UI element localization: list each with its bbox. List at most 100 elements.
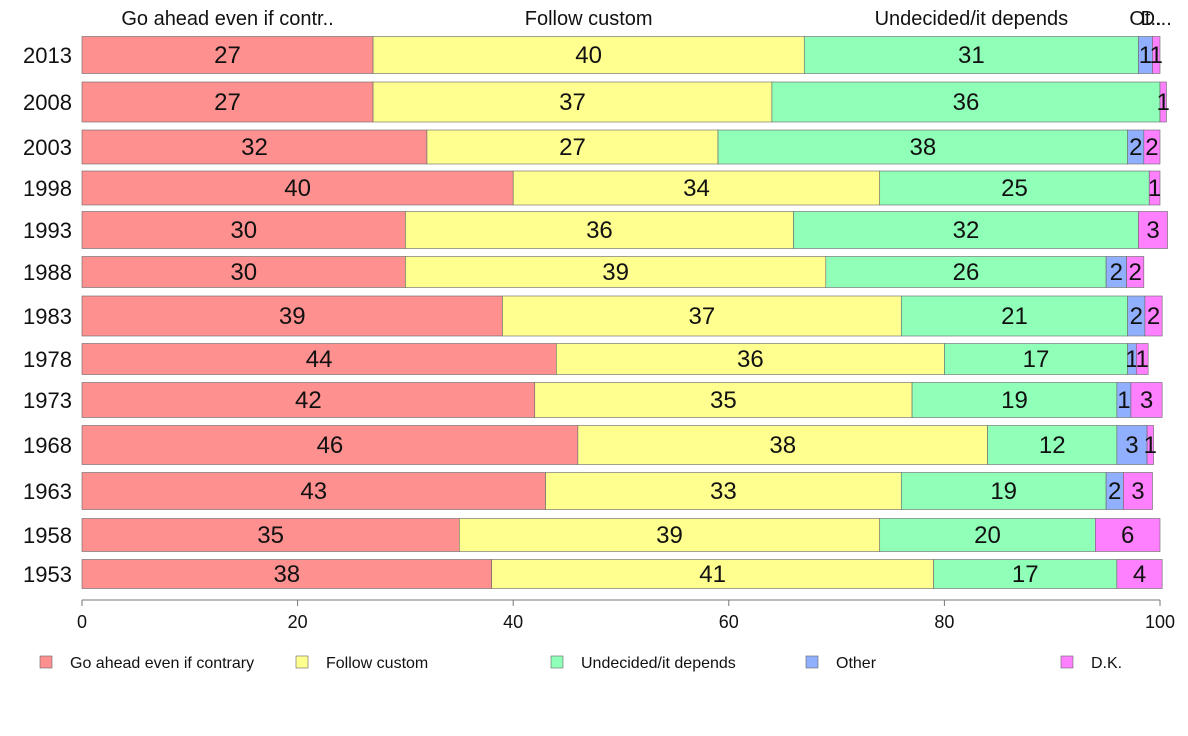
bar-segment-1978-s4 (1135, 343, 1149, 375)
bar-segment-1963-s2 (900, 472, 1107, 510)
data-label-1983-s4: 2 (1147, 303, 1160, 330)
bar-segment-1963-s0 (81, 472, 546, 510)
bar-segment-1988-s4 (1126, 256, 1145, 288)
data-label-1978-s4: 1 (1136, 346, 1149, 373)
top-label-s3: Ot.. (1129, 8, 1161, 30)
legend-label-s4: D.K. (1091, 655, 1122, 672)
bar-segment-1958-s1 (458, 518, 881, 552)
bar-segment-1973-s0 (81, 382, 536, 418)
bar-segment-2008-s2 (771, 81, 1161, 123)
bar-segment-1983-s0 (81, 295, 503, 337)
bar-segment-1958-s0 (81, 518, 460, 552)
data-label-1968-s1: 38 (769, 432, 796, 459)
data-label-2013-s3: 1 (1139, 42, 1152, 69)
data-label-1978-s1: 36 (737, 346, 764, 373)
bar-segment-1983-s2 (900, 295, 1128, 337)
data-label-1998-s2: 25 (1001, 175, 1028, 202)
data-label-1998-s0: 40 (284, 175, 311, 202)
x-tick-label-20: 20 (288, 612, 308, 632)
bar-segment-1993-s4 (1138, 211, 1168, 249)
legend-swatch-s3 (805, 655, 819, 669)
data-label-1968-s4: 1 (1144, 432, 1157, 459)
bar-segment-2013-s0 (81, 36, 374, 74)
data-label-1973-s3: 1 (1117, 387, 1130, 414)
bar-segment-1978-s2 (944, 343, 1128, 375)
y-tick-label-2003: 2003 (23, 135, 72, 160)
data-label-2013-s0: 27 (214, 42, 241, 69)
data-label-2013-s4: 1 (1150, 42, 1163, 69)
bar-segment-1978-s0 (81, 343, 557, 375)
data-label-2008-s4: 1 (1157, 89, 1170, 116)
bar-segment-1973-s2 (911, 382, 1118, 418)
bar-segment-1998-s0 (81, 170, 514, 206)
data-label-1988-s4: 2 (1129, 259, 1142, 286)
x-tick-label-100: 100 (1145, 612, 1175, 632)
data-label-2003-s3: 2 (1129, 134, 1142, 161)
y-tick-label-1968: 1968 (23, 433, 72, 458)
data-label-1963-s4: 3 (1131, 478, 1144, 505)
data-label-2008-s0: 27 (214, 89, 241, 116)
data-label-1968-s2: 12 (1039, 432, 1066, 459)
data-label-1958-s2: 20 (974, 522, 1001, 549)
data-label-1968-s3: 3 (1125, 432, 1138, 459)
bar-segment-1953-s4 (1116, 559, 1163, 589)
bar-segment-1958-s4 (1095, 518, 1161, 552)
data-label-1963-s1: 33 (710, 478, 737, 505)
bar-segment-1993-s2 (793, 211, 1139, 249)
data-label-1978-s2: 17 (1023, 346, 1050, 373)
data-label-2003-s2: 38 (909, 134, 936, 161)
bar-segment-1998-s4 (1148, 170, 1161, 206)
y-tick-label-1953: 1953 (23, 562, 72, 587)
data-label-2003-s1: 27 (559, 134, 586, 161)
data-label-2008-s1: 37 (559, 89, 586, 116)
data-label-1993-s4: 3 (1146, 217, 1159, 244)
data-label-1963-s2: 19 (990, 478, 1017, 505)
data-label-1978-s0: 44 (306, 346, 333, 373)
top-label-s1: Follow custom (525, 8, 653, 30)
top-series-labels: Go ahead even if contr.. Follow custom Und… (121, 8, 1171, 30)
bar-segment-2008-s1 (372, 81, 773, 123)
bar-segment-1973-s1 (534, 382, 913, 418)
data-label-1973-s2: 19 (1001, 387, 1028, 414)
data-label-1968-s0: 46 (317, 432, 344, 459)
x-tick-label-40: 40 (503, 612, 523, 632)
data-label-1978-s3: 1 (1125, 346, 1138, 373)
bar-segment-1953-s2 (933, 559, 1118, 589)
y-tick-label-1958: 1958 (23, 523, 72, 548)
bar-segment-2003-s2 (717, 129, 1128, 165)
x-axis: 0 20 40 60 80 100 (77, 599, 1175, 632)
data-label-2003-s0: 32 (241, 134, 268, 161)
legend-label-s2: Undecided/it depends (581, 655, 736, 672)
x-tick-label-80: 80 (934, 612, 954, 632)
y-tick-label-1963: 1963 (23, 479, 72, 504)
bar-segment-2003-s4 (1143, 129, 1161, 165)
bar-segment-1988-s1 (405, 256, 827, 288)
data-label-1993-s2: 32 (953, 217, 980, 244)
top-label-s2: Undecided/it depends (875, 8, 1068, 30)
data-label-1958-s4: 6 (1121, 522, 1134, 549)
bar-segment-1993-s1 (405, 211, 794, 249)
data-label-1983-s1: 37 (688, 303, 715, 330)
bar-segment-2013-s4 (1152, 36, 1161, 74)
bar-segment-1993-s0 (81, 211, 406, 249)
data-label-2013-s2: 31 (958, 42, 985, 69)
data-label-1983-s2: 21 (1001, 303, 1028, 330)
data-label-1973-s1: 35 (710, 387, 737, 414)
bar-segment-1988-s0 (81, 256, 406, 288)
top-label-s0: Go ahead even if contr.. (121, 8, 333, 30)
data-label-2003-s4: 2 (1145, 134, 1158, 161)
data-label-1998-s4: 1 (1148, 175, 1161, 202)
y-tick-label-1983: 1983 (23, 304, 72, 329)
data-label-1998-s1: 34 (683, 175, 710, 202)
y-tick-label-1973: 1973 (23, 388, 72, 413)
data-label-1958-s0: 35 (257, 522, 284, 549)
data-label-1988-s3: 2 (1110, 259, 1123, 286)
bar-segment-1958-s2 (879, 518, 1096, 552)
legend: Go ahead even if contrary Follow custom Un… (39, 655, 1122, 672)
y-tick-label-1998: 1998 (23, 176, 72, 201)
data-label-2013-s1: 40 (575, 42, 602, 69)
data-label-1958-s1: 39 (656, 522, 683, 549)
legend-swatch-s4 (1060, 655, 1074, 669)
data-label-1983-s3: 2 (1130, 303, 1143, 330)
